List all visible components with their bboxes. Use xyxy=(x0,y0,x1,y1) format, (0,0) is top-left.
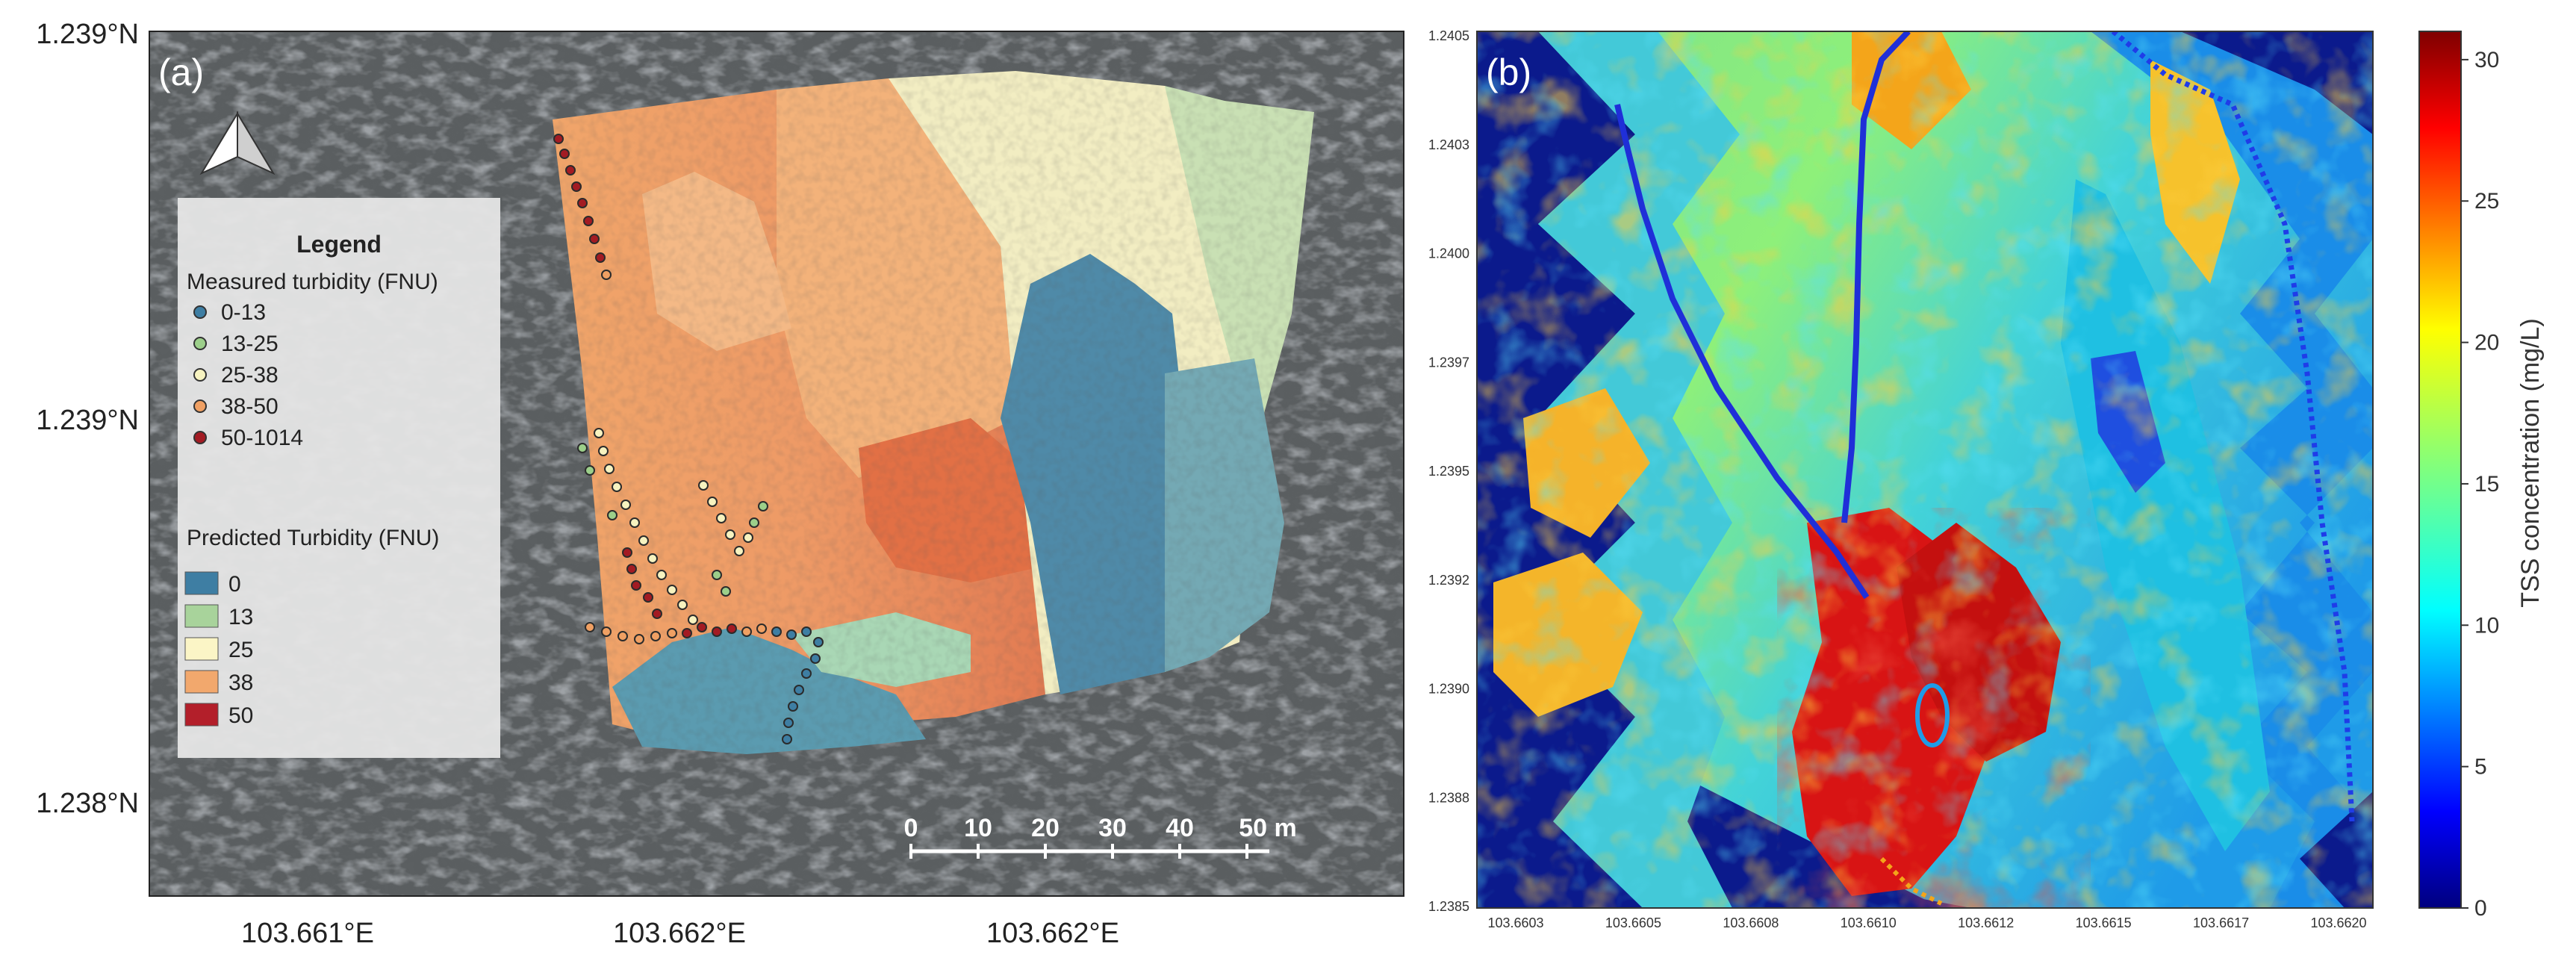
scale-bar-label: 30 xyxy=(1098,814,1127,842)
north-arrow-icon xyxy=(199,111,276,175)
panel-a-lon-axis: 103.661°E 103.662°E 103.662°E xyxy=(241,918,1119,949)
measured-legend-label: 0-13 xyxy=(221,300,266,325)
scale-bar-label: 20 xyxy=(1031,814,1060,842)
y-tick-label: 1.2390 xyxy=(1428,682,1469,697)
y-tick-label: 1.2388 xyxy=(1428,790,1469,805)
panel-b-x-axis: 103.6603 103.6605 103.6608 103.6610 103.6612… xyxy=(1487,915,2366,930)
y-tick-label: 1.2405 xyxy=(1428,28,1469,43)
predicted-legend-swatch xyxy=(184,637,219,661)
panel-b-label: (b) xyxy=(1486,52,1531,93)
panel-b-frame xyxy=(1476,31,2374,909)
predicted-legend-swatch xyxy=(184,604,219,628)
scale-bar-label: 50 m xyxy=(1239,814,1297,842)
panel-a-lat-axis: 1.239°N 1.239°N 1.238°N xyxy=(36,19,139,819)
predicted-legend-title: Predicted Turbidity (FNU) xyxy=(187,526,439,550)
measured-legend-swatch xyxy=(193,368,207,382)
predicted-legend-swatch xyxy=(184,703,219,727)
colorbar-tick-label: 25 xyxy=(2474,189,2499,214)
scale-bar-label: 0 xyxy=(904,814,918,842)
lat-tick-label: 1.238°N xyxy=(36,788,139,819)
scale-bar-label: 40 xyxy=(1166,814,1194,842)
measured-legend-swatch xyxy=(193,337,207,350)
panel-a-label: (a) xyxy=(158,52,204,93)
legend-title: Legend xyxy=(296,231,382,258)
predicted-legend-label: 0 xyxy=(228,572,241,597)
lon-tick-label: 103.662°E xyxy=(613,918,746,949)
panel-a: (a) Legend Measured turbidity (FNU) 0-13… xyxy=(149,31,1404,896)
measured-legend-label: 13-25 xyxy=(221,332,279,356)
measured-legend-swatch xyxy=(193,399,207,413)
measured-legend-label: 38-50 xyxy=(221,394,279,419)
measured-turbidity-transects xyxy=(553,134,824,744)
y-tick-label: 1.2403 xyxy=(1428,137,1469,152)
tss-raster xyxy=(1477,31,2373,908)
predicted-legend-label: 13 xyxy=(228,605,253,629)
colorbar-label: TSS concentration (mg/L) xyxy=(2516,318,2545,607)
measured-legend-label: 25-38 xyxy=(221,363,279,388)
predicted-legend-label: 25 xyxy=(228,638,253,662)
colorbar: 0 5 10 15 20 25 30 TSS concentration (mg/L) xyxy=(2418,31,2545,921)
lat-tick-label: 1.239°N xyxy=(36,405,139,436)
y-tick-label: 1.2385 xyxy=(1428,899,1469,914)
colorbar-tick-label: 0 xyxy=(2474,896,2487,921)
y-tick-label: 1.2392 xyxy=(1428,573,1469,588)
x-tick-label: 103.6603 xyxy=(1487,915,1543,930)
lat-tick-label: 1.239°N xyxy=(36,19,139,50)
colorbar-tick-label: 10 xyxy=(2474,613,2499,638)
colorbar-gradient xyxy=(2418,31,2462,909)
x-tick-label: 103.6620 xyxy=(2310,915,2366,930)
colorbar-tick-label: 15 xyxy=(2474,472,2499,497)
x-tick-label: 103.6610 xyxy=(1841,915,1897,930)
predicted-legend-label: 50 xyxy=(228,703,253,728)
measured-legend-swatch xyxy=(193,431,207,444)
measured-legend-swatch xyxy=(193,305,207,319)
legend-box: Legend Measured turbidity (FNU) 0-13 13-2… xyxy=(178,198,500,758)
panel-b-y-axis: 1.2405 1.2403 1.2400 1.2397 1.2395 1.2392 1.23… xyxy=(1428,28,1469,914)
y-tick-label: 1.2397 xyxy=(1428,355,1469,370)
measured-legend-label: 50-1014 xyxy=(221,426,303,450)
predicted-legend-swatch xyxy=(184,670,219,694)
x-tick-label: 103.6612 xyxy=(1958,915,2014,930)
predicted-legend-swatch xyxy=(184,571,219,595)
predicted-legend-label: 38 xyxy=(228,671,253,695)
panel-b xyxy=(1477,31,2373,908)
scale-bar: 0 10 20 30 40 50 m xyxy=(904,814,1297,859)
colorbar-tick-label: 20 xyxy=(2474,331,2499,355)
lon-tick-label: 103.661°E xyxy=(241,918,374,949)
y-tick-label: 1.2395 xyxy=(1428,464,1469,479)
x-tick-label: 103.6608 xyxy=(1723,915,1779,930)
colorbar-tick-label: 5 xyxy=(2474,755,2487,780)
x-tick-label: 103.6605 xyxy=(1605,915,1661,930)
measured-legend-title: Measured turbidity (FNU) xyxy=(187,270,438,294)
colorbar-tick-label: 30 xyxy=(2474,48,2499,72)
y-tick-label: 1.2400 xyxy=(1428,246,1469,261)
lon-tick-label: 103.662°E xyxy=(986,918,1119,949)
x-tick-label: 103.6615 xyxy=(2076,915,2132,930)
scale-bar-label: 10 xyxy=(964,814,992,842)
x-tick-label: 103.6617 xyxy=(2193,915,2249,930)
